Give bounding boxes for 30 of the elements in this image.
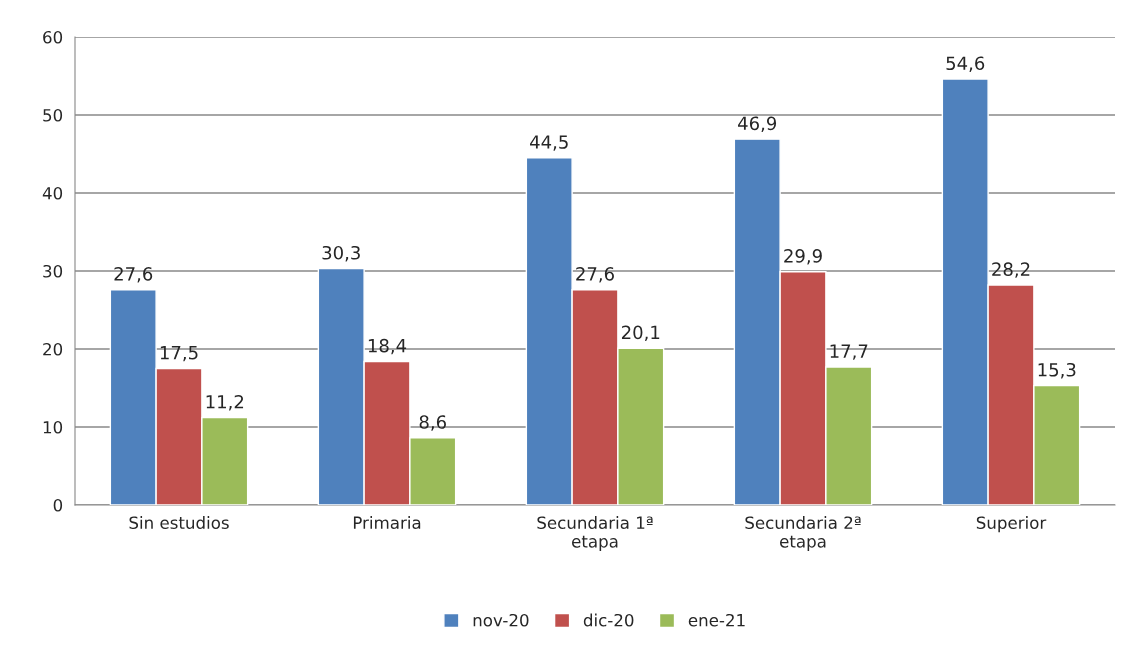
- x-tick-label: Secundaria 1ª etapa: [537, 516, 653, 551]
- y-tick-label: 50: [43, 108, 63, 122]
- x-tick-label: Primaria: [353, 516, 421, 530]
- data-label: 18,4: [368, 338, 407, 355]
- y-tick-label: 10: [43, 420, 63, 434]
- data-label: 20,1: [621, 325, 660, 342]
- legend-label: nov-20: [473, 613, 529, 627]
- data-label: 17,5: [160, 346, 198, 362]
- data-label: 28,2: [992, 262, 1030, 278]
- data-label: 17,7: [830, 344, 868, 360]
- data-label: 27,6: [114, 267, 153, 283]
- data-label: 11,2: [206, 394, 244, 411]
- data-label: 8,6: [419, 415, 446, 431]
- legend-label: ene-21: [688, 613, 745, 627]
- data-label: 46,9: [738, 116, 777, 132]
- x-tick-label: Superior: [976, 516, 1047, 533]
- y-tick-label: 30: [43, 264, 63, 278]
- y-tick-label: 60: [43, 30, 63, 44]
- y-tick-label: 0: [53, 498, 63, 512]
- data-label: 29,9: [784, 249, 822, 265]
- data-label: 44,5: [530, 135, 568, 151]
- y-tick-label: 40: [42, 186, 63, 200]
- data-label: 30,3: [322, 245, 360, 262]
- legend-label: dic-20: [583, 613, 634, 627]
- data-label: 54,6: [946, 56, 985, 72]
- data-label: 15,3: [1038, 362, 1076, 379]
- data-label: 27,6: [576, 267, 614, 283]
- y-tick-label: 20: [43, 342, 63, 356]
- x-tick-label: Secundaria 2ª etapa: [745, 516, 861, 551]
- x-tick-label: Sin estudios: [129, 516, 229, 530]
